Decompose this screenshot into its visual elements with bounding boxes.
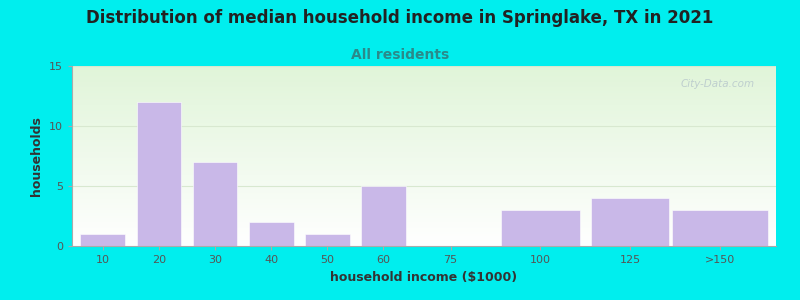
Bar [361,186,406,246]
Bar [591,198,670,246]
Bar [305,234,350,246]
Bar [137,102,182,246]
Y-axis label: households: households [30,116,43,196]
Bar [193,162,238,246]
Bar [501,210,580,246]
Text: Distribution of median household income in Springlake, TX in 2021: Distribution of median household income … [86,9,714,27]
Text: City-Data.com: City-Data.com [681,79,755,88]
Bar [249,222,294,246]
Bar [81,234,126,246]
X-axis label: household income ($1000): household income ($1000) [330,271,518,284]
Text: All residents: All residents [351,48,449,62]
Bar [672,210,767,246]
